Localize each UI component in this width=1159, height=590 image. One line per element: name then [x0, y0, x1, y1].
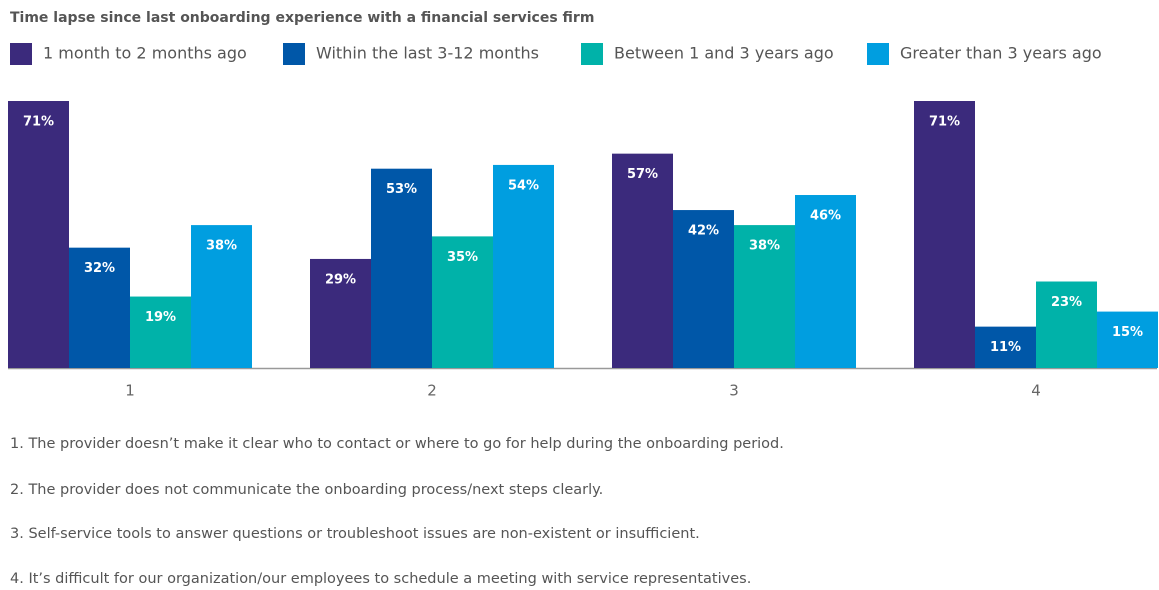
legend-label: Between 1 and 3 years ago: [614, 44, 834, 63]
legend-label: 1 month to 2 months ago: [43, 44, 247, 63]
bar: [69, 247, 130, 368]
bar: [8, 101, 69, 368]
footnote: 4. It’s difficult for our organization/o…: [10, 571, 751, 587]
bar: [310, 258, 371, 368]
bar: [612, 153, 673, 368]
x-tick-label: 1: [125, 382, 135, 400]
value-label: 38%: [206, 239, 237, 254]
bar: [795, 195, 856, 368]
value-label: 35%: [447, 250, 478, 265]
footnote: 2. The provider does not communicate the…: [10, 482, 603, 498]
x-tick-label: 3: [729, 382, 739, 400]
legend-swatch: [581, 43, 603, 65]
bar: [371, 168, 432, 368]
value-label: 29%: [325, 272, 356, 287]
value-label: 71%: [23, 115, 54, 130]
value-label: 57%: [627, 167, 658, 182]
bar: [1097, 311, 1158, 368]
value-label: 54%: [508, 178, 539, 193]
legend-label: Greater than 3 years ago: [900, 44, 1102, 63]
legend-swatch: [283, 43, 305, 65]
value-label: 71%: [929, 115, 960, 130]
value-label: 19%: [145, 310, 176, 325]
bar: [130, 296, 191, 368]
value-label: 42%: [688, 224, 719, 239]
footnote: 1. The provider doesn’t make it clear wh…: [10, 436, 784, 452]
bar: [1036, 281, 1097, 368]
value-label: 11%: [990, 340, 1021, 355]
bar: [432, 236, 493, 368]
bar: [975, 326, 1036, 368]
x-tick-label: 2: [427, 382, 437, 400]
bar: [734, 225, 795, 368]
footnote: 3. Self-service tools to answer question…: [10, 526, 700, 542]
chart-title: Time lapse since last onboarding experie…: [10, 10, 594, 26]
value-label: 15%: [1112, 325, 1143, 340]
bar: [191, 225, 252, 368]
value-label: 53%: [386, 182, 417, 197]
value-label: 46%: [810, 209, 841, 224]
bar: [673, 210, 734, 368]
value-label: 38%: [749, 239, 780, 254]
bar: [493, 164, 554, 368]
x-tick-label: 4: [1031, 382, 1041, 400]
value-label: 23%: [1051, 295, 1082, 310]
value-label: 32%: [84, 261, 115, 276]
bar: [914, 101, 975, 368]
legend-swatch: [867, 43, 889, 65]
legend-label: Within the last 3-12 months: [316, 44, 539, 63]
legend-swatch: [10, 43, 32, 65]
